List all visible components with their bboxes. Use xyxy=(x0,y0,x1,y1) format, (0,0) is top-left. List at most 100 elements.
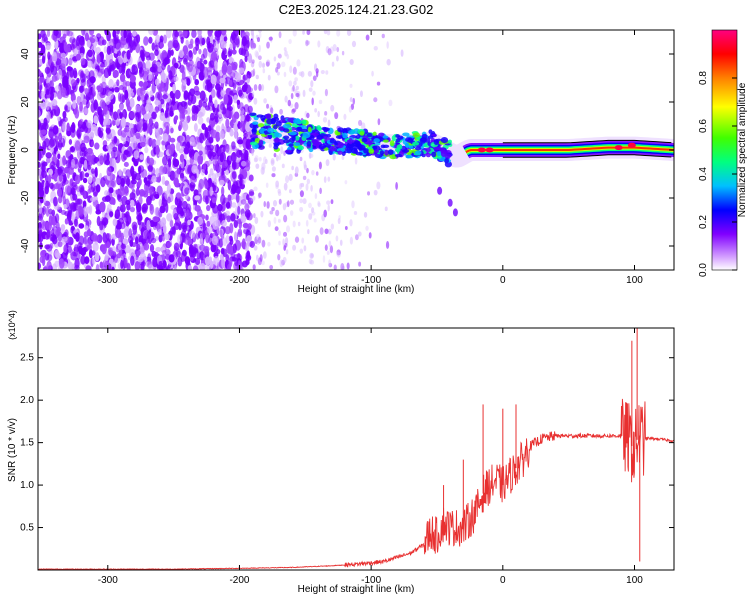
noise-cell xyxy=(203,245,210,253)
signal-cell xyxy=(307,126,312,133)
noise-cell xyxy=(193,123,198,132)
noise-cell xyxy=(60,87,67,98)
noise-cell xyxy=(222,160,228,169)
noise-cell xyxy=(148,71,153,82)
noise-cell xyxy=(121,195,128,206)
noise-cell xyxy=(307,229,310,235)
noise-cell xyxy=(129,74,136,83)
noise-cell xyxy=(194,205,201,212)
noise-cell xyxy=(249,240,256,248)
noise-cell xyxy=(55,252,61,260)
noise-cell xyxy=(282,256,287,264)
signal-cell xyxy=(263,125,268,129)
noise-cell xyxy=(234,257,239,267)
noise-cell xyxy=(97,106,103,116)
noise-cell xyxy=(241,260,248,268)
noise-cell xyxy=(112,120,116,126)
noise-cell xyxy=(319,187,322,194)
noise-cell xyxy=(129,248,135,258)
noise-cell xyxy=(349,219,353,227)
noise-cell xyxy=(149,244,155,253)
signal-cell xyxy=(373,138,380,143)
noise-cell xyxy=(334,112,339,120)
noise-cell xyxy=(112,218,118,227)
noise-cell xyxy=(177,135,184,143)
signal-cell xyxy=(357,144,363,149)
noise-cell xyxy=(258,192,262,198)
noise-cell xyxy=(218,179,225,186)
signal-cell xyxy=(337,150,343,155)
noise-cell xyxy=(254,50,259,58)
noise-cell xyxy=(168,254,175,263)
noise-cell xyxy=(203,176,207,185)
signal-cell xyxy=(301,119,307,125)
noise-cell xyxy=(286,200,290,208)
signal-cell xyxy=(433,138,440,145)
noise-cell xyxy=(208,150,212,160)
noise-cell xyxy=(209,186,213,197)
noise-cell xyxy=(336,251,340,257)
noise-cell xyxy=(52,125,59,135)
noise-cell xyxy=(51,99,58,107)
noise-cell xyxy=(167,40,174,49)
noise-cell xyxy=(63,41,68,53)
noise-cell xyxy=(253,213,256,219)
noise-cell xyxy=(120,259,124,270)
noise-cell xyxy=(162,94,168,100)
signal-cell xyxy=(257,123,265,128)
noise-cell xyxy=(137,61,143,70)
noise-cell xyxy=(228,56,233,64)
noise-cell xyxy=(225,118,230,129)
signal-cell xyxy=(283,139,290,144)
noise-cell xyxy=(181,70,186,81)
spectrogram-y-tick-label: 20 xyxy=(20,96,31,108)
noise-cell xyxy=(118,248,123,256)
noise-cell xyxy=(101,39,107,46)
noise-cell xyxy=(323,30,328,35)
noise-cell xyxy=(124,89,129,101)
noise-cell xyxy=(116,150,121,157)
noise-cell xyxy=(256,37,260,43)
noise-cell xyxy=(167,196,171,204)
noise-cell xyxy=(174,31,180,38)
spectrogram-x-ticks: -300 -200 -100 0 100 xyxy=(98,30,643,286)
noise-cell xyxy=(49,80,54,89)
noise-cell xyxy=(38,204,43,215)
noise-cell xyxy=(292,244,297,251)
noise-cell xyxy=(105,127,112,134)
noise-cell xyxy=(45,76,50,84)
noise-cell xyxy=(60,63,66,69)
signal-cell xyxy=(348,129,356,135)
noise-cell xyxy=(285,175,290,184)
signal-cell xyxy=(312,140,319,147)
noise-cell xyxy=(60,52,66,59)
noise-cell xyxy=(75,186,81,192)
noise-cell xyxy=(223,36,228,42)
noise-cell xyxy=(152,257,158,268)
noise-cell xyxy=(106,203,112,211)
noise-cell xyxy=(85,99,90,109)
noise-cell xyxy=(231,141,236,150)
noise-cell xyxy=(108,44,114,54)
noise-cell xyxy=(63,231,68,237)
signal-cell xyxy=(391,135,396,142)
noise-cell xyxy=(123,127,128,133)
noise-cell xyxy=(159,52,166,61)
snr-y-tick-label: 1.5 xyxy=(20,438,34,449)
noise-cell xyxy=(214,99,218,109)
noise-cell xyxy=(212,265,219,270)
noise-cell xyxy=(138,68,145,78)
noise-cell xyxy=(147,122,153,134)
signal-cell xyxy=(308,147,314,153)
noise-cell xyxy=(155,246,161,253)
noise-cell xyxy=(327,48,332,56)
noise-cell xyxy=(358,261,362,267)
noise-cell xyxy=(255,163,260,169)
noise-cell xyxy=(217,203,223,212)
noise-cell xyxy=(254,216,259,225)
noise-cell xyxy=(93,115,99,124)
noise-cell xyxy=(286,53,290,60)
noise-cell xyxy=(78,85,84,93)
noise-cell xyxy=(51,235,58,245)
signal-cell xyxy=(287,117,295,123)
